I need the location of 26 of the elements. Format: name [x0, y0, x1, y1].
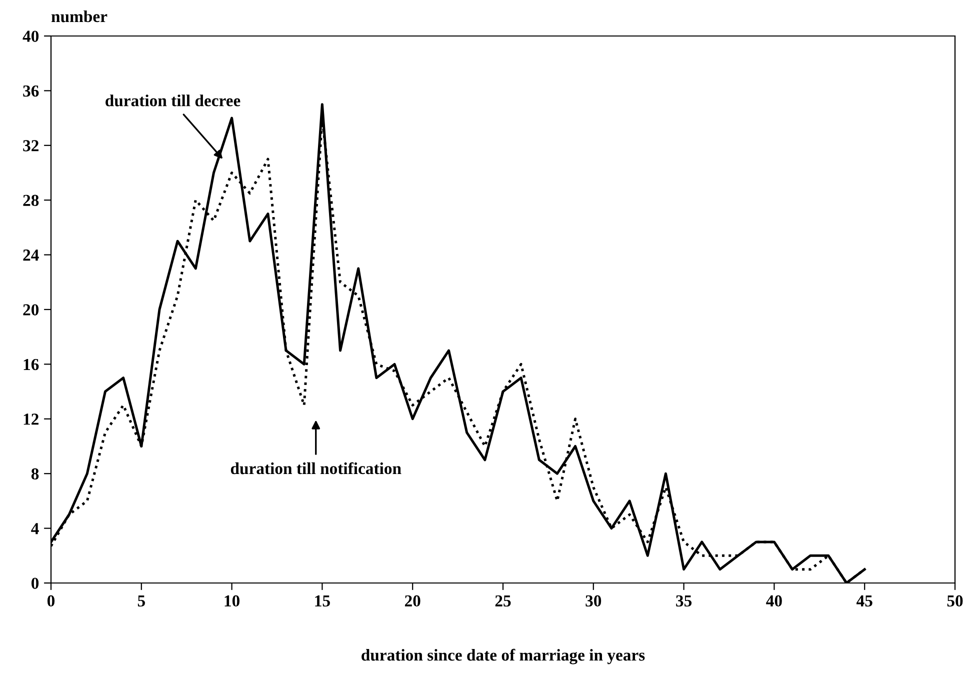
- x-tick-label: 0: [47, 595, 55, 607]
- x-tick-label: 40: [766, 595, 782, 607]
- x-tick-label: 10: [224, 595, 240, 607]
- x-tick-label: 20: [404, 595, 420, 607]
- x-tick-label: 35: [676, 595, 692, 607]
- y-tick-label: 4: [31, 523, 39, 534]
- annotation: duration till notification: [230, 462, 402, 474]
- y-tick-label: 36: [23, 85, 39, 97]
- x-tick-label: 25: [495, 595, 511, 607]
- y-tick-label: 20: [23, 304, 39, 316]
- y-tick-label: 24: [23, 250, 39, 261]
- y-tick-label: 0: [31, 578, 39, 589]
- x-tick-label: 30: [586, 595, 602, 607]
- x-tick-label: 50: [947, 595, 963, 607]
- y-tick-label: 28: [23, 194, 39, 206]
- y-tick-label: 12: [24, 414, 38, 425]
- annotation: duration till decree: [106, 94, 240, 106]
- y-tick-label: 40: [22, 30, 39, 42]
- x-axis-title: duration since date of marriage in years: [362, 648, 645, 664]
- y-axis-title: number: [51, 10, 108, 22]
- x-tick-label: 5: [138, 595, 145, 607]
- x-tick-label: 45: [856, 595, 872, 607]
- y-tick-label: 8: [31, 468, 39, 480]
- y-tick-label: 16: [24, 358, 39, 370]
- y-tick-label: 32: [23, 140, 38, 152]
- x-tick-label: 15: [315, 595, 330, 607]
